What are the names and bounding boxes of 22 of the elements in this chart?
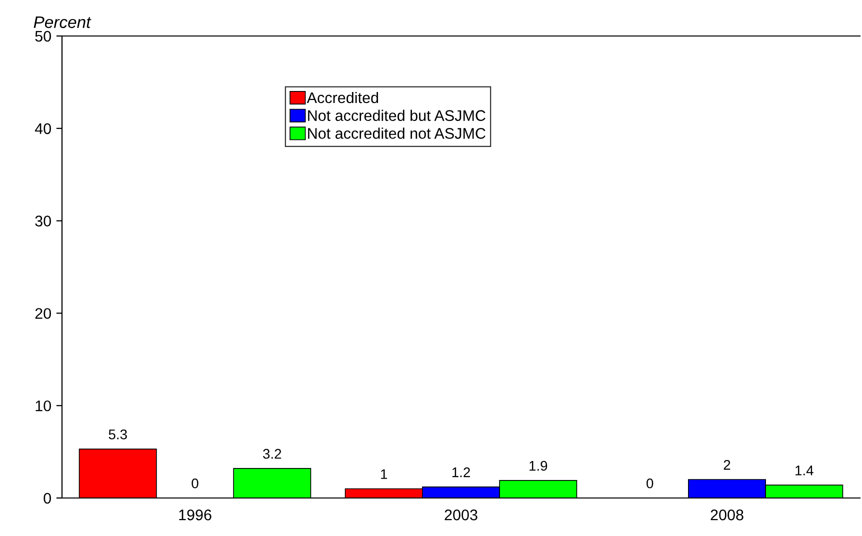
x-tick-label: 2003 (444, 510, 478, 520)
legend-label: Not accredited but ASJMC (308, 110, 486, 121)
data-label: 1.9 (530, 460, 548, 471)
x-tick-label: 1996 (179, 510, 212, 520)
y-tick-label: 30 (35, 216, 51, 226)
data-label: 0 (646, 478, 654, 488)
data-label: 3.2 (263, 448, 282, 459)
y-axis-title: Percent (34, 16, 92, 28)
legend-label: Not accredited not ASJMC (308, 128, 486, 139)
y-tick-label: 40 (34, 123, 51, 134)
x-tick-label: 2008 (710, 510, 744, 520)
y-tick-label: 0 (44, 492, 51, 504)
data-label: 1.4 (796, 466, 814, 476)
legend-label: Accredited (306, 92, 378, 104)
data-label: 0 (192, 478, 198, 488)
data-label: 1.2 (452, 467, 470, 478)
data-label: 5.3 (108, 430, 127, 440)
y-tick-label: 10 (36, 400, 51, 412)
data-label: 1 (381, 469, 388, 479)
data-label: 2 (724, 460, 730, 470)
y-tick-label: 50 (35, 30, 51, 42)
y-tick-label: 20 (35, 308, 51, 319)
